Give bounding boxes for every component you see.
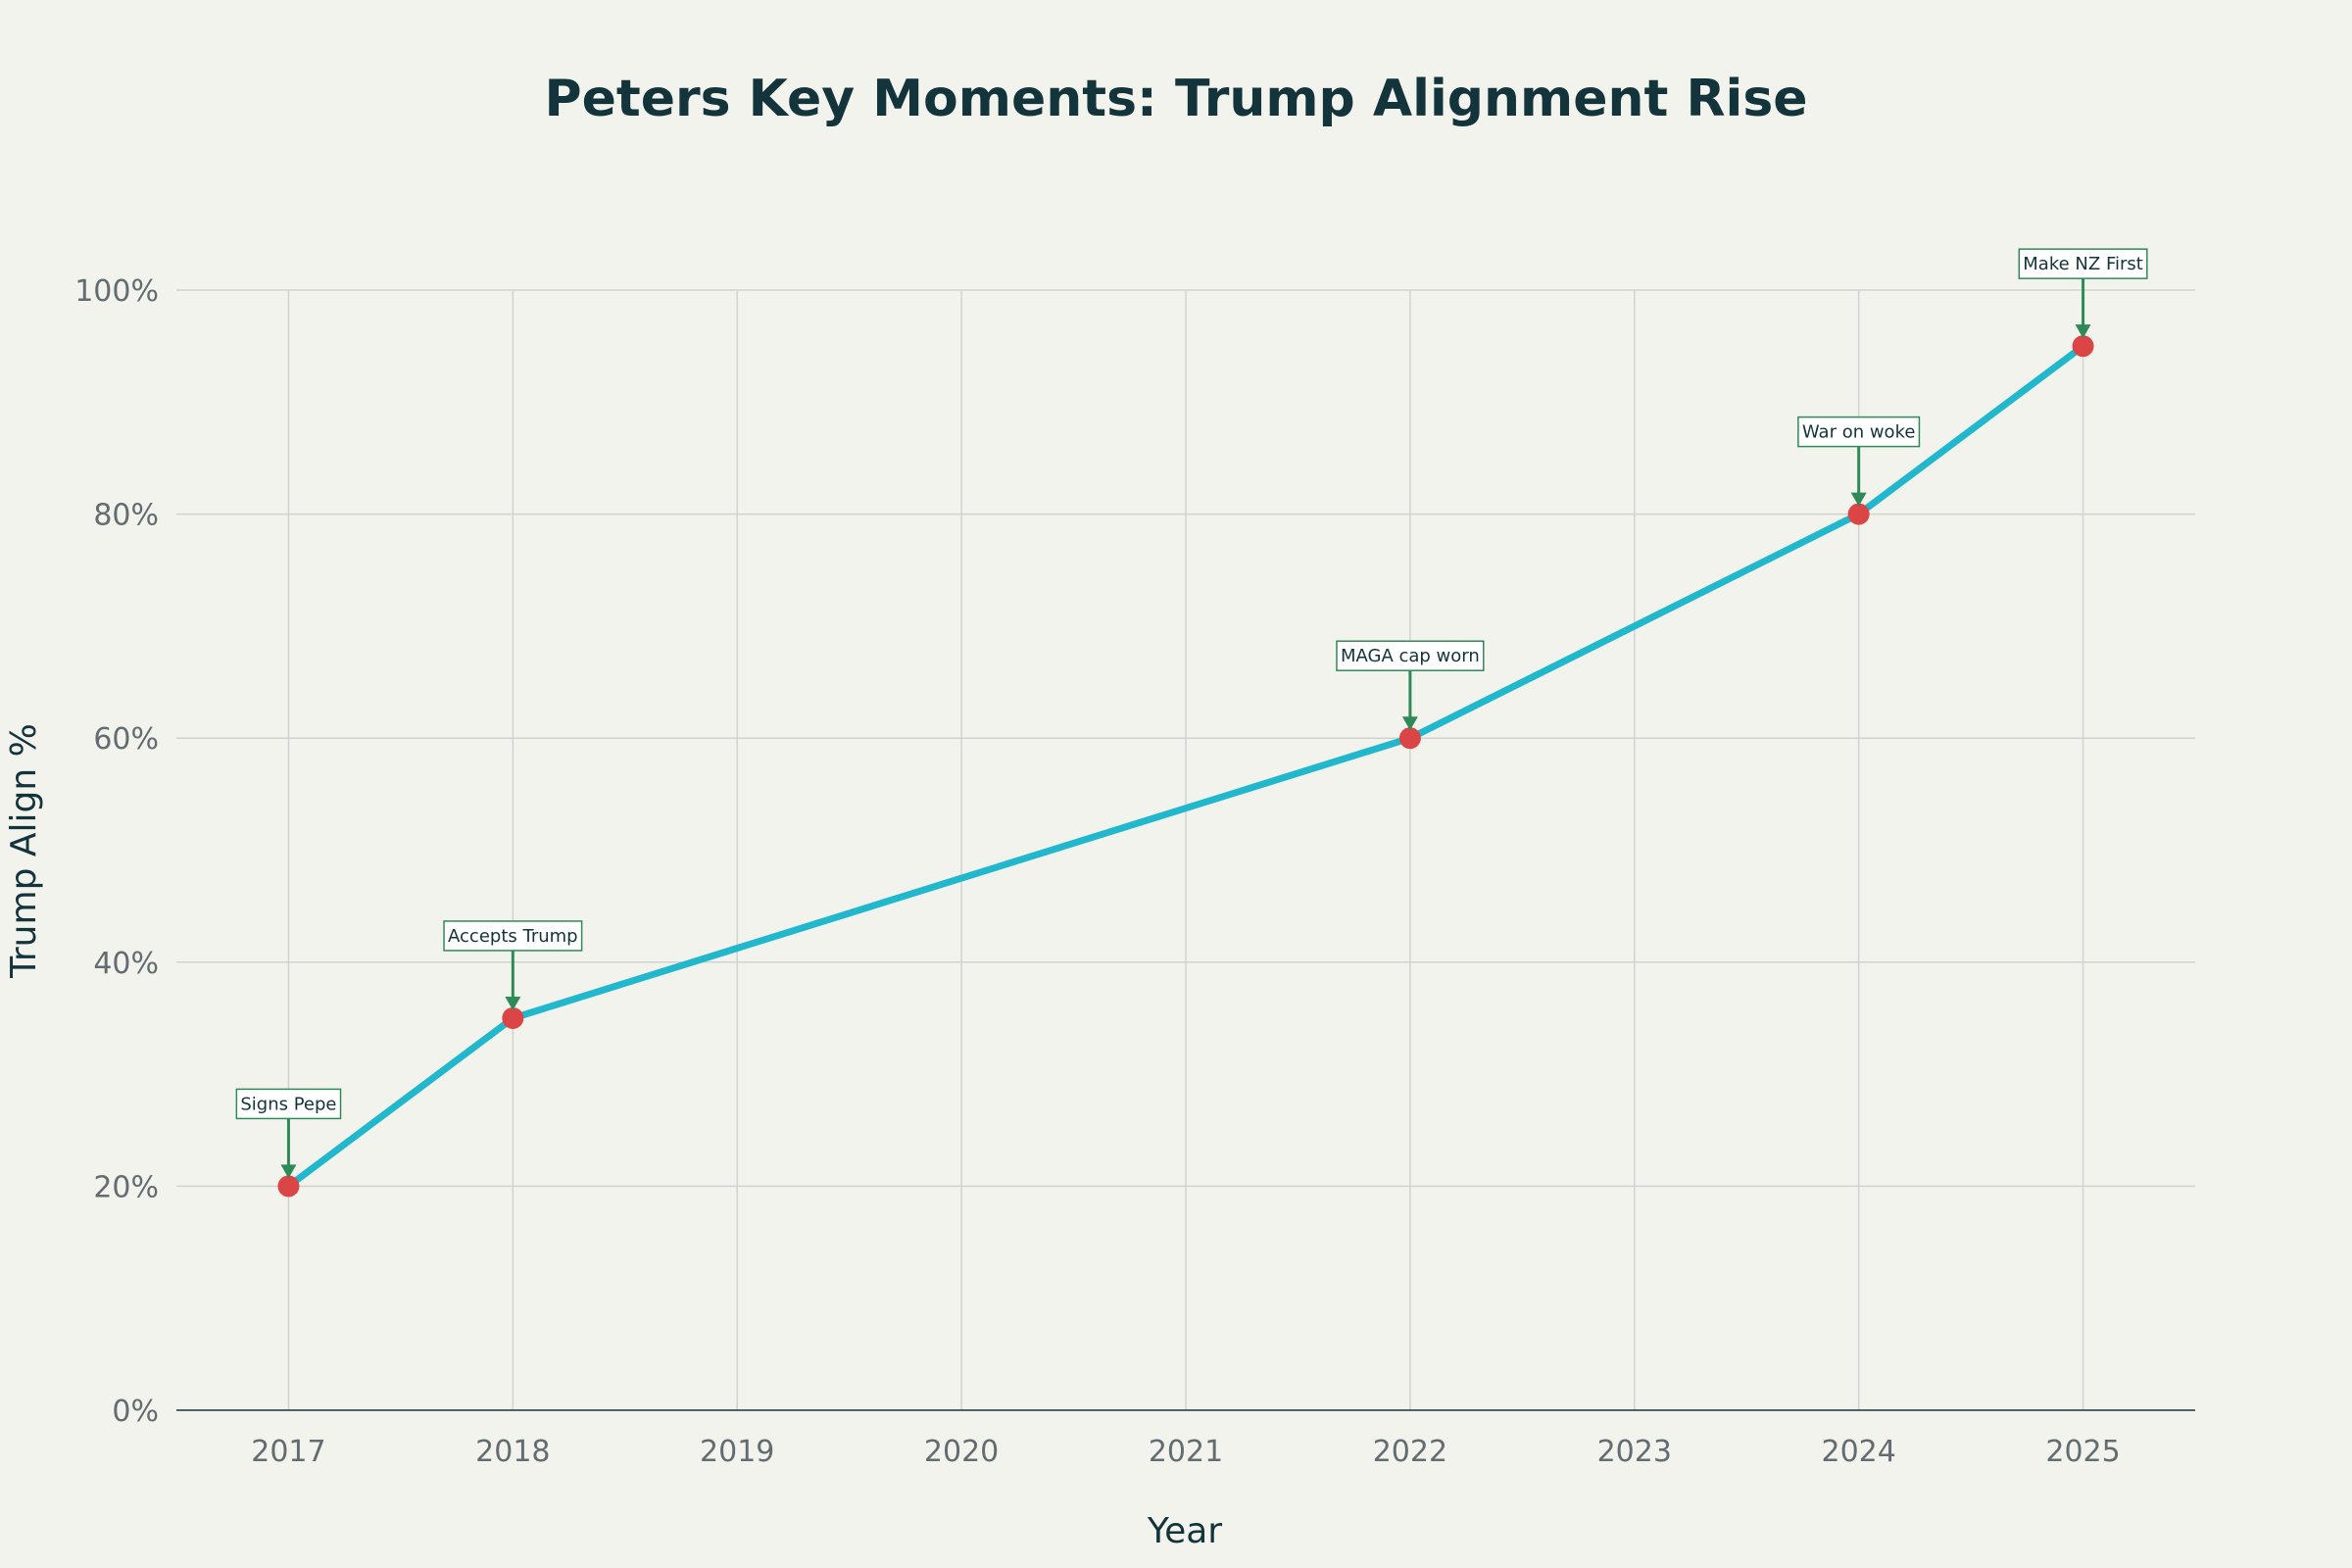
data-markers xyxy=(277,335,2094,1198)
annotation-box xyxy=(1797,416,1921,448)
x-tick-label: 2023 xyxy=(1597,1435,1672,1469)
annotation: Make NZ First xyxy=(2018,248,2148,339)
x-axis-label: Year xyxy=(1147,1511,1222,1551)
data-point[interactable] xyxy=(2072,335,2094,358)
y-tick-label: 100% xyxy=(74,274,159,309)
chart-title: Peters Key Moments: Trump Alignment Rise xyxy=(544,70,1807,128)
data-point[interactable] xyxy=(1398,727,1421,750)
x-tick-label: 2024 xyxy=(1821,1435,1895,1469)
annotation-label: MAGA cap worn xyxy=(1341,646,1480,666)
annotation-box xyxy=(2018,248,2148,279)
axes: 2017 2018 2019 2020 2021 2022 2023 2024 2025 0% 20… xyxy=(74,274,2195,1469)
annotation-label: Accepts Trump xyxy=(448,926,578,947)
annotation-label: Signs Pepe xyxy=(240,1094,336,1114)
y-tick-label: 80% xyxy=(93,499,159,533)
annotation-arrowhead xyxy=(1401,716,1418,731)
x-tick-label: 2020 xyxy=(924,1435,999,1469)
data-point[interactable] xyxy=(277,1175,300,1198)
annotation: Signs Pepe xyxy=(235,1088,342,1179)
y-tick-label: 40% xyxy=(93,947,159,981)
annotation-label: Make NZ First xyxy=(2023,254,2143,274)
x-tick-label: 2021 xyxy=(1149,1435,1223,1469)
grid-lines xyxy=(176,289,2195,1410)
annotation-arrowhead xyxy=(2075,324,2091,339)
data-point[interactable] xyxy=(502,1006,524,1029)
annotation: MAGA cap worn xyxy=(1336,640,1485,731)
y-tick-label: 20% xyxy=(93,1170,159,1204)
x-tick-label: 2018 xyxy=(475,1435,550,1469)
annotation-label: War on woke xyxy=(1802,422,1916,443)
y-tick-label: 60% xyxy=(93,722,159,757)
x-tick-label: 2017 xyxy=(251,1435,325,1469)
y-tick-label: 0% xyxy=(112,1395,159,1429)
annotations: Signs Pepe Accepts Trump MAGA cap worn War … xyxy=(235,248,2148,1179)
y-axis-label: Trump Align % xyxy=(4,723,44,979)
x-tick-label: 2022 xyxy=(1373,1435,1447,1469)
annotation-box xyxy=(235,1088,342,1120)
annotation-arrowhead xyxy=(505,996,521,1010)
x-tick-label: 2025 xyxy=(2045,1435,2120,1469)
data-point[interactable] xyxy=(1847,503,1870,525)
annotation: Accepts Trump xyxy=(443,920,583,1010)
x-tick-label: 2019 xyxy=(700,1435,774,1469)
annotation-box xyxy=(1336,640,1485,671)
annotation-arrowhead xyxy=(280,1164,297,1179)
annotation-arrowhead xyxy=(1850,492,1867,507)
annotation: War on woke xyxy=(1797,416,1921,507)
annotation-box xyxy=(443,920,583,952)
